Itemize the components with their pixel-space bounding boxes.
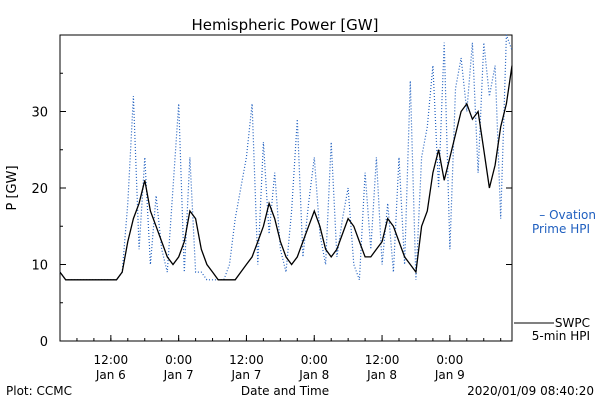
y-tick-label: 0: [40, 335, 48, 350]
y-tick-label: 30: [31, 106, 48, 121]
legend-ovation-line1: – Ovation: [539, 208, 596, 222]
chart-title: Hemispheric Power [GW]: [192, 16, 379, 34]
y-tick-label: 20: [31, 182, 48, 197]
x-tick-label-date: Jan 8: [298, 368, 329, 382]
x-tick-label-time: 12:00: [229, 353, 264, 367]
x-tick-label-date: Jan 6: [95, 368, 126, 382]
legend-swpc-line2: 5-min HPI: [532, 329, 590, 343]
x-tick-label-time: 12:00: [365, 353, 400, 367]
x-tick-label-date: Jan 9: [434, 368, 465, 382]
legend-swpc-line1: SWPC: [555, 316, 590, 330]
legend-ovation-line2: Prime HPI: [532, 222, 590, 236]
x-axis-label: Date and Time: [241, 384, 329, 398]
x-tick-label-date: Jan 8: [366, 368, 397, 382]
x-tick-label-time: 12:00: [94, 353, 129, 367]
y-tick-label: 10: [31, 259, 48, 274]
plot-frame: [59, 34, 513, 342]
series-ovation-prime-hpi: [59, 34, 513, 281]
x-tick-label-date: Jan 7: [163, 368, 194, 382]
y-axis-label: P [GW]: [5, 165, 20, 210]
x-tick-label-time: 0:00: [301, 353, 328, 367]
series-swpc-5min-hpi: [59, 65, 513, 281]
plot-credit: Plot: CCMC: [6, 384, 72, 398]
plot-timestamp: 2020/01/09 08:40:20: [467, 384, 594, 398]
y-axis-ticks: 0 10 20 30: [31, 72, 512, 350]
series-layer: [59, 34, 513, 281]
x-tick-label-time: 0:00: [165, 353, 192, 367]
x-tick-label-date: Jan 7: [230, 368, 261, 382]
x-tick-label-time: 0:00: [436, 353, 463, 367]
